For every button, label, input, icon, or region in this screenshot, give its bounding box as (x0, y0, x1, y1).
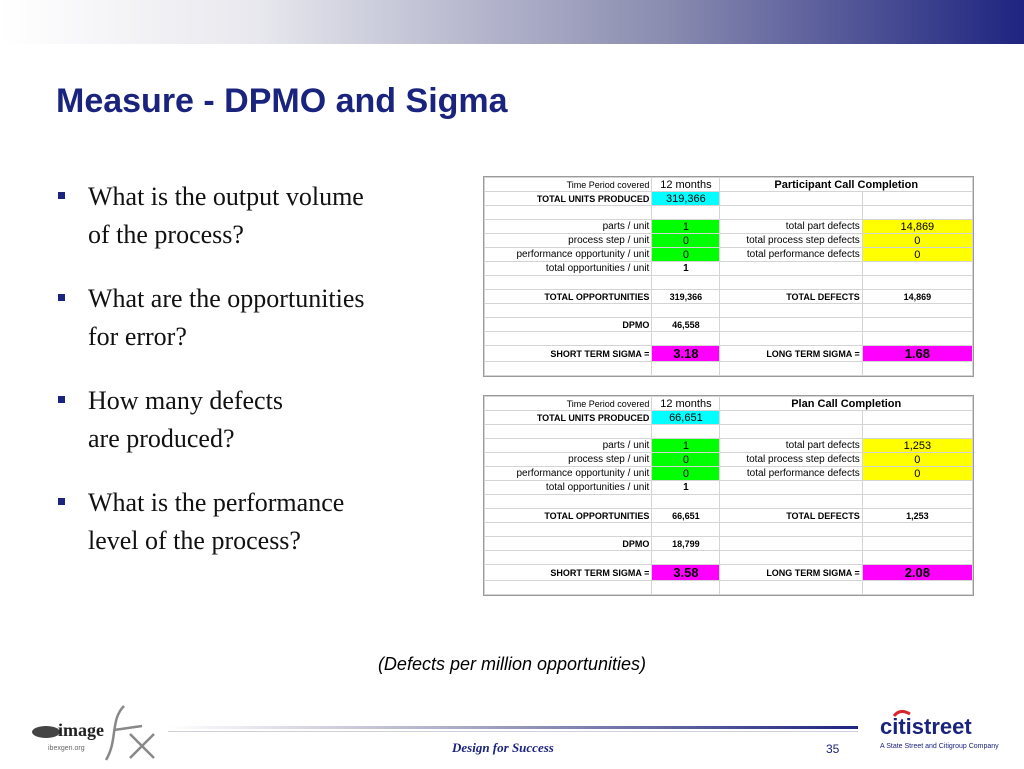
bullet-line: What is the performance (88, 488, 345, 517)
total-units-value[interactable]: 319,366 (651, 191, 721, 206)
bullet-line: are produced? (88, 424, 235, 453)
imagefx-logo: image ibexgen.org fx (30, 700, 160, 764)
bullet-line: What is the output volume (88, 182, 364, 211)
short-sigma-value: 3.18 (651, 345, 721, 362)
part-defects-value[interactable]: 14,869 (861, 219, 974, 234)
part-defects-value[interactable]: 1,253 (861, 438, 974, 453)
perf-defects-value[interactable]: 0 (861, 466, 974, 481)
total-opp-unit-label: total opportunities / unit (483, 480, 653, 495)
bullet-line: What are the opportunities (88, 284, 365, 313)
process-defects-value[interactable]: 0 (861, 233, 974, 248)
total-defects-value: 1,253 (861, 508, 974, 523)
bullet-square-icon (58, 396, 65, 403)
perf-opp-value[interactable]: 0 (651, 247, 721, 262)
total-opp-unit-value: 1 (651, 480, 721, 495)
dpmo-value: 46,558 (651, 317, 721, 332)
total-defects-label: TOTAL DEFECTS (719, 508, 863, 523)
process-step-label: process step / unit (483, 452, 653, 467)
bullet-item: What is the output volume of the process? (58, 178, 438, 254)
time-period-value[interactable]: 12 months (651, 396, 721, 411)
total-opportunities-value: 319,366 (651, 289, 721, 304)
perf-opp-label: performance opportunity / unit (483, 247, 653, 262)
total-opp-unit-value: 1 (651, 261, 721, 276)
bullet-item: What is the performance level of the proc… (58, 484, 438, 560)
header-gradient-bar (0, 0, 1024, 44)
total-defects-value: 14,869 (861, 289, 974, 304)
footer-line-thin (168, 731, 858, 732)
bullet-square-icon (58, 192, 65, 199)
process-step-label: process step / unit (483, 233, 653, 248)
time-period-label: Time Period covered (483, 396, 653, 411)
total-units-value[interactable]: 66,651 (651, 410, 721, 425)
total-opportunities-label: TOTAL OPPORTUNITIES (483, 289, 653, 304)
total-opp-unit-label: total opportunities / unit (483, 261, 653, 276)
short-sigma-label: SHORT TERM SIGMA = (483, 564, 653, 581)
process-step-value[interactable]: 0 (651, 452, 721, 467)
bullet-item: How many defects are produced? (58, 382, 438, 458)
time-period-value[interactable]: 12 months (651, 177, 721, 192)
perf-defects-label: total performance defects (719, 466, 863, 481)
citistreet-wordmark: citistreet (880, 714, 972, 739)
bullet-line: How many defects (88, 386, 283, 415)
caption: (Defects per million opportunities) (377, 654, 647, 674)
short-sigma-value: 3.58 (651, 564, 721, 581)
short-sigma-label: SHORT TERM SIGMA = (483, 345, 653, 362)
dpmo-label: DPMO (483, 536, 653, 551)
bullet-item: What are the opportunities for error? (58, 280, 438, 356)
table-heading: Participant Call Completion (719, 177, 973, 192)
citistreet-logo: citistreet A State Street and Citigroup … (880, 708, 1010, 756)
sigma-table-participant: Time Period covered 12 months Participan… (483, 176, 974, 377)
time-period-label: Time Period covered (483, 177, 653, 192)
footer-tagline: Design for Success (452, 740, 554, 755)
long-sigma-label: LONG TERM SIGMA = (719, 345, 863, 362)
long-sigma-value: 1.68 (861, 345, 974, 362)
bullet-line: level of the process? (88, 526, 301, 555)
process-step-value[interactable]: 0 (651, 233, 721, 248)
table-heading: Plan Call Completion (719, 396, 973, 411)
bullet-list: What is the output volume of the process?… (58, 178, 438, 586)
dpmo-value: 18,799 (651, 536, 721, 551)
bullet-square-icon (58, 294, 65, 301)
long-sigma-value: 2.08 (861, 564, 974, 581)
parts-value[interactable]: 1 (651, 219, 721, 234)
process-defects-value[interactable]: 0 (861, 452, 974, 467)
logo-fx: fx (126, 734, 127, 737)
page-number: 35 (826, 742, 840, 756)
perf-defects-value[interactable]: 0 (861, 247, 974, 262)
bullet-line: for error? (88, 322, 187, 351)
part-defects-label: total part defects (719, 438, 863, 453)
dpmo-label: DPMO (483, 317, 653, 332)
perf-defects-label: total performance defects (719, 247, 863, 262)
citistreet-logo-art: citistreet A State Street and Citigroup … (880, 709, 999, 750)
perf-opp-label: performance opportunity / unit (483, 466, 653, 481)
bullet-square-icon (58, 498, 65, 505)
total-units-label: TOTAL UNITS PRODUCED (483, 191, 653, 206)
parts-label: parts / unit (483, 438, 653, 453)
long-sigma-label: LONG TERM SIGMA = (719, 564, 863, 581)
part-defects-label: total part defects (719, 219, 863, 234)
bullet-line: of the process? (88, 220, 244, 249)
parts-value[interactable]: 1 (651, 438, 721, 453)
total-units-label: TOTAL UNITS PRODUCED (483, 410, 653, 425)
logo-small: ibexgen.org (48, 745, 85, 752)
process-defects-label: total process step defects (719, 233, 863, 248)
perf-opp-value[interactable]: 0 (651, 466, 721, 481)
citistreet-subtitle: A State Street and Citigroup Company (880, 743, 999, 750)
total-opportunities-value: 66,651 (651, 508, 721, 523)
citi-arc-icon (892, 709, 911, 717)
total-opportunities-label: TOTAL OPPORTUNITIES (483, 508, 653, 523)
process-defects-label: total process step defects (719, 452, 863, 467)
parts-label: parts / unit (483, 219, 653, 234)
total-defects-label: TOTAL DEFECTS (719, 289, 863, 304)
imagefx-logo-art: image ibexgen.org fx (32, 705, 155, 761)
footer-line (168, 726, 858, 729)
logo-word: image (58, 720, 104, 740)
sigma-table-plan: Time Period covered 12 months Plan Call … (483, 395, 974, 596)
slide-title: Measure - DPMO and Sigma (56, 82, 508, 120)
